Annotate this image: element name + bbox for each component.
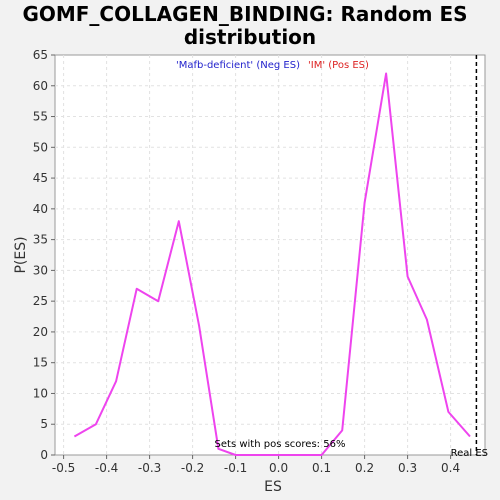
y-tick-label: 0: [40, 448, 48, 462]
x-tick-label: 0.3: [398, 461, 417, 475]
series-layer: [73, 72, 471, 456]
y-tick-label: 60: [33, 79, 48, 93]
y-tick-label: 30: [33, 263, 48, 277]
y-tick-label: 50: [33, 140, 48, 154]
x-tick-label: 0.0: [269, 461, 288, 475]
x-tick-label: -0.1: [224, 461, 247, 475]
y-tick-label: 20: [33, 325, 48, 339]
y-axis-label: P(ES): [13, 236, 29, 273]
y-tick-label: 25: [33, 294, 48, 308]
pos-scores-annotation: Sets with pos scores: 56%: [215, 439, 346, 450]
y-tick-label: 65: [33, 48, 48, 62]
chart-title-line-1: GOMF_COLLAGEN_BINDING: Random ES: [22, 2, 467, 26]
y-tick-label: 5: [40, 417, 48, 431]
x-tick-label: -0.2: [181, 461, 204, 475]
series-line: [73, 72, 471, 456]
x-axis-label: ES: [264, 479, 282, 495]
grid: [55, 55, 485, 455]
plot-area: [54, 54, 486, 456]
x-tick-label: 0.1: [312, 461, 331, 475]
x-tick-label: -0.5: [52, 461, 75, 475]
y-tick-label: 15: [33, 356, 48, 370]
chart-title-line-2: distribution: [184, 25, 316, 49]
x-tick-label: -0.4: [95, 461, 118, 475]
x-tick-label: 0.2: [355, 461, 374, 475]
x-tick-label: -0.3: [138, 461, 161, 475]
x-tick-label: 0.4: [441, 461, 460, 475]
y-tick-label: 40: [33, 202, 48, 216]
y-tick-label: 45: [33, 171, 48, 185]
y-tick-label: 10: [33, 386, 48, 400]
legend-pos-label: 'IM' (Pos ES): [308, 60, 369, 71]
y-tick-label: 55: [33, 110, 48, 124]
tick-labels: 0 5 10 15 20 25 30 35 40 45 50 55 60 65 -0.5 -0.4 -0.3 -0…: [33, 48, 460, 475]
legend-neg-label: 'Mafb-deficient' (Neg ES): [176, 60, 300, 71]
y-tick-label: 35: [33, 233, 48, 247]
real-es-label: Real ES: [451, 448, 488, 459]
